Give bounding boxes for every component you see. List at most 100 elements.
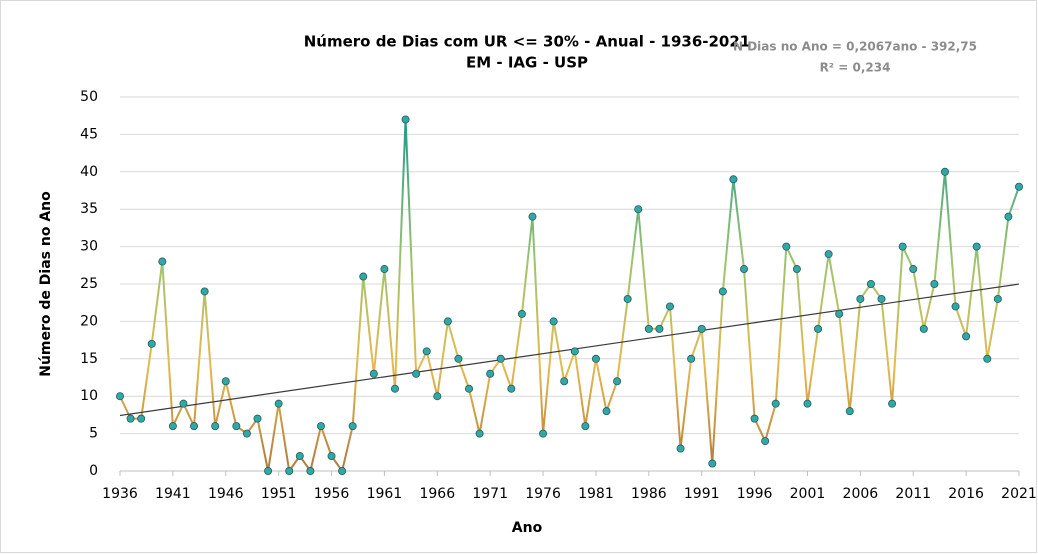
data-point bbox=[380, 265, 389, 274]
data-point bbox=[253, 414, 262, 423]
data-point bbox=[179, 399, 188, 408]
data-point bbox=[443, 317, 452, 326]
data-point bbox=[116, 392, 125, 401]
data-point bbox=[930, 279, 939, 288]
x-tick-label: 2021 bbox=[1001, 486, 1037, 502]
trend-equation: N Dias no Ano = 0,2067ano - 392,75 bbox=[733, 40, 977, 54]
x-tick-label: 1986 bbox=[631, 486, 667, 502]
data-point bbox=[359, 272, 368, 281]
data-point bbox=[390, 384, 399, 393]
y-tick-label: 40 bbox=[80, 164, 98, 180]
data-point bbox=[803, 399, 812, 408]
data-point bbox=[401, 115, 410, 124]
x-tick-label: 1936 bbox=[102, 486, 138, 502]
x-tick-label: 2001 bbox=[790, 486, 826, 502]
data-point bbox=[338, 466, 347, 475]
r-squared: R² = 0,234 bbox=[820, 61, 891, 75]
data-point bbox=[285, 466, 294, 475]
data-point bbox=[221, 377, 230, 386]
data-point bbox=[242, 429, 251, 438]
data-point bbox=[718, 287, 727, 296]
x-tick-label: 1976 bbox=[525, 486, 561, 502]
data-point bbox=[708, 459, 717, 468]
data-point bbox=[507, 384, 516, 393]
data-point bbox=[422, 347, 431, 356]
data-point bbox=[560, 377, 569, 386]
data-point bbox=[496, 354, 505, 363]
data-point bbox=[549, 317, 558, 326]
data-point bbox=[655, 324, 664, 333]
data-point bbox=[814, 324, 823, 333]
data-point bbox=[168, 422, 177, 431]
x-tick-label: 1966 bbox=[419, 486, 455, 502]
data-point bbox=[475, 429, 484, 438]
y-tick-label: 20 bbox=[80, 313, 98, 329]
data-point bbox=[644, 324, 653, 333]
x-tick-label: 1951 bbox=[261, 486, 297, 502]
x-tick-label: 2011 bbox=[895, 486, 931, 502]
data-point bbox=[993, 294, 1002, 303]
data-point bbox=[348, 422, 357, 431]
data-point bbox=[316, 422, 325, 431]
data-point bbox=[634, 205, 643, 214]
data-point bbox=[581, 422, 590, 431]
data-point bbox=[486, 369, 495, 378]
data-point bbox=[126, 414, 135, 423]
data-point bbox=[972, 242, 981, 251]
data-point bbox=[369, 369, 378, 378]
y-tick-label: 35 bbox=[80, 201, 98, 217]
data-point bbox=[951, 302, 960, 311]
data-point bbox=[591, 354, 600, 363]
data-point bbox=[306, 466, 315, 475]
y-axis-label: Número de Dias no Ano bbox=[38, 191, 54, 377]
data-point bbox=[539, 429, 548, 438]
data-point bbox=[613, 377, 622, 386]
x-tick-label: 1996 bbox=[737, 486, 773, 502]
data-point bbox=[465, 384, 474, 393]
data-point bbox=[761, 437, 770, 446]
data-point bbox=[665, 302, 674, 311]
data-point bbox=[137, 414, 146, 423]
data-point bbox=[232, 422, 241, 431]
x-tick-label: 2006 bbox=[843, 486, 879, 502]
data-point bbox=[623, 294, 632, 303]
x-tick-label: 1971 bbox=[472, 486, 508, 502]
data-point bbox=[983, 354, 992, 363]
data-point bbox=[782, 242, 791, 251]
data-point bbox=[190, 422, 199, 431]
data-point bbox=[697, 324, 706, 333]
x-axis-label: Ano bbox=[512, 520, 543, 536]
y-tick-label: 30 bbox=[80, 239, 98, 255]
data-point bbox=[877, 294, 886, 303]
y-tick-label: 10 bbox=[80, 388, 98, 404]
data-point bbox=[517, 309, 526, 318]
trendline bbox=[119, 283, 1020, 417]
y-tick-label: 5 bbox=[89, 426, 98, 442]
x-tick-label: 1981 bbox=[578, 486, 614, 502]
data-point bbox=[327, 452, 336, 461]
data-point bbox=[888, 399, 897, 408]
y-tick-label: 15 bbox=[80, 351, 98, 367]
data-point bbox=[909, 265, 918, 274]
data-point bbox=[845, 407, 854, 416]
data-point bbox=[729, 175, 738, 184]
data-point bbox=[771, 399, 780, 408]
data-point bbox=[274, 399, 283, 408]
data-point bbox=[740, 265, 749, 274]
data-point bbox=[676, 444, 685, 453]
data-point bbox=[792, 265, 801, 274]
x-tick-label: 1956 bbox=[314, 486, 350, 502]
data-point bbox=[824, 250, 833, 259]
data-point bbox=[454, 354, 463, 363]
data-point bbox=[940, 167, 949, 176]
data-point bbox=[147, 339, 156, 348]
data-point bbox=[1004, 212, 1013, 221]
data-point bbox=[1015, 182, 1024, 191]
data-point bbox=[264, 466, 273, 475]
y-tick-label: 0 bbox=[89, 463, 98, 479]
data-point bbox=[687, 354, 696, 363]
data-point bbox=[433, 392, 442, 401]
data-point bbox=[158, 257, 167, 266]
data-point bbox=[962, 332, 971, 341]
